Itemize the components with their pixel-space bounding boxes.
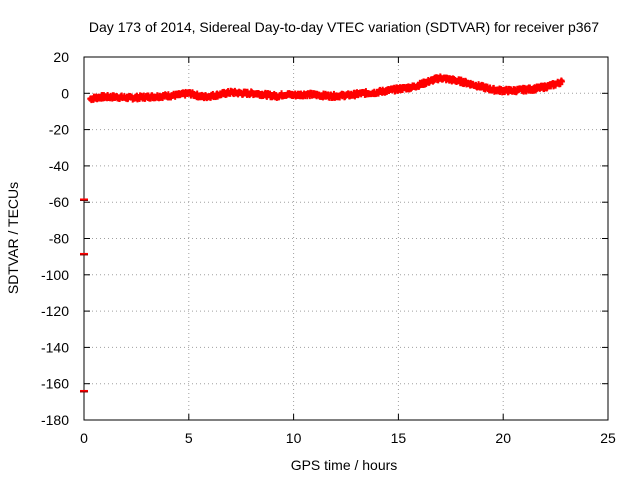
outlier-point [80, 252, 88, 256]
data-point [558, 78, 565, 85]
y-tick-label: -80 [49, 231, 69, 247]
y-tick-label: -20 [49, 122, 69, 138]
y-tick-label: -60 [49, 194, 69, 210]
chart-title: Day 173 of 2014, Sidereal Day-to-day VTE… [89, 19, 599, 35]
x-tick-label: 5 [185, 430, 193, 446]
y-tick-label: -160 [41, 376, 69, 392]
y-tick-label: 20 [53, 49, 69, 65]
x-tick-label: 15 [391, 430, 407, 446]
grid [84, 57, 608, 420]
x-axis-label: GPS time / hours [291, 457, 398, 473]
y-tick-label: -40 [49, 158, 69, 174]
x-tick-label: 25 [600, 430, 616, 446]
outlier-point [80, 389, 88, 393]
y-tick-label: -180 [41, 412, 69, 428]
axis-ticks: 0 5 10 15 20 25 20 0 -20 -40 -60 -80 -100 -120 -140 -16… [41, 49, 616, 446]
y-tick-label: 0 [61, 85, 69, 101]
y-tick-label: -140 [41, 339, 69, 355]
outlier-point [80, 198, 88, 201]
data-series [80, 73, 565, 393]
y-tick-label: -100 [41, 267, 69, 283]
x-tick-label: 0 [80, 430, 88, 446]
y-axis-label: SDTVAR / TECUs [5, 182, 21, 294]
y-tick-label: -120 [41, 303, 69, 319]
x-tick-label: 20 [495, 430, 511, 446]
x-tick-label: 10 [286, 430, 302, 446]
